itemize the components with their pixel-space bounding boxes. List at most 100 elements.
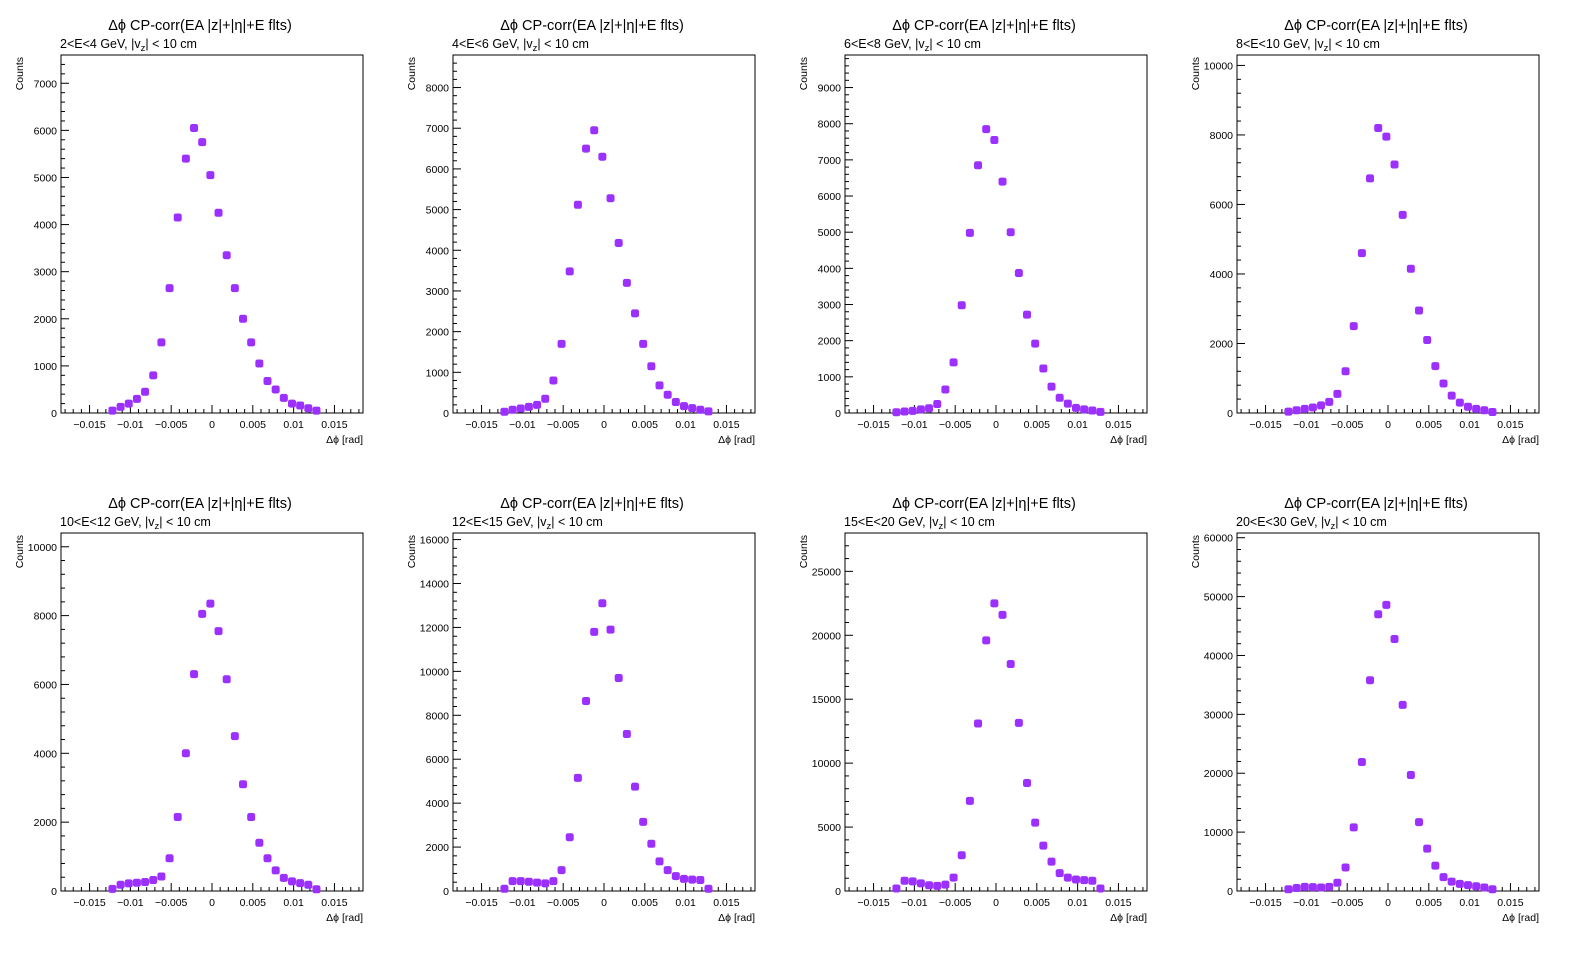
data-point bbox=[916, 879, 925, 888]
data-point bbox=[1398, 210, 1407, 219]
chart-subtitle: 4<E<6 GeV, |vz| < 10 cm bbox=[452, 37, 589, 54]
y-tick-label: 15000 bbox=[812, 694, 841, 706]
data-point bbox=[1031, 339, 1040, 348]
x-tick-label: 0.01 bbox=[675, 419, 696, 431]
data-point bbox=[647, 839, 656, 848]
data-point bbox=[1088, 876, 1097, 885]
data-point bbox=[1284, 407, 1293, 416]
data-point bbox=[1447, 391, 1456, 400]
data-point bbox=[998, 177, 1007, 186]
plot-frame bbox=[452, 532, 756, 892]
data-point bbox=[957, 851, 966, 860]
data-point bbox=[908, 406, 917, 415]
y-tick-label: 1000 bbox=[34, 361, 58, 373]
data-point bbox=[1357, 758, 1366, 767]
data-point bbox=[974, 161, 983, 170]
data-point bbox=[304, 404, 313, 413]
data-point bbox=[190, 670, 199, 679]
data-point bbox=[1341, 367, 1350, 376]
y-tick-label: 6000 bbox=[34, 125, 58, 137]
y-tick-label: 6000 bbox=[426, 164, 450, 176]
data-point bbox=[500, 884, 509, 893]
data-point bbox=[696, 876, 705, 885]
data-point bbox=[606, 625, 615, 634]
data-point bbox=[1439, 873, 1448, 882]
data-point bbox=[916, 405, 925, 414]
chart-title: Δϕ CP-corr(EA |z|+|η|+E flts) bbox=[1284, 18, 1468, 34]
x-tick-label: 0.005 bbox=[1416, 897, 1442, 909]
y-tick-label: 2000 bbox=[1210, 338, 1234, 350]
x-tick-label: 0 bbox=[1385, 419, 1391, 431]
chart-panel-4: Δϕ CP-corr(EA |z|+|η|+E flts) 8<E<10 GeV,… bbox=[1190, 18, 1540, 446]
x-tick-label: −0.01 bbox=[509, 897, 536, 909]
data-point bbox=[263, 376, 272, 385]
y-tick-label: 50000 bbox=[1204, 592, 1233, 604]
data-point bbox=[1023, 778, 1032, 787]
data-point bbox=[541, 394, 550, 403]
data-point bbox=[957, 301, 966, 310]
data-point bbox=[557, 339, 566, 348]
plot-frame bbox=[60, 532, 364, 892]
x-tick-label: −0.005 bbox=[1331, 419, 1364, 431]
data-point bbox=[1382, 132, 1391, 141]
y-tick-label: 5000 bbox=[426, 205, 450, 217]
x-tick-label: −0.005 bbox=[939, 419, 972, 431]
x-tick-label: 0.005 bbox=[1024, 897, 1050, 909]
data-point bbox=[124, 399, 133, 408]
data-point bbox=[949, 873, 958, 882]
data-point bbox=[1308, 883, 1317, 892]
x-tick-label: 0.015 bbox=[321, 897, 347, 909]
data-point bbox=[214, 627, 223, 636]
data-point bbox=[1039, 841, 1048, 850]
data-point bbox=[1423, 844, 1432, 853]
chart-title: Δϕ CP-corr(EA |z|+|η|+E flts) bbox=[108, 496, 292, 512]
data-point bbox=[655, 857, 664, 866]
data-point bbox=[990, 599, 999, 608]
data-point bbox=[1431, 362, 1440, 371]
data-point bbox=[1480, 883, 1489, 892]
y-tick-label: 4000 bbox=[818, 263, 842, 275]
data-series bbox=[1284, 123, 1497, 416]
data-point bbox=[1382, 600, 1391, 609]
data-point bbox=[1023, 310, 1032, 319]
data-point bbox=[1488, 885, 1497, 894]
data-point bbox=[271, 866, 280, 875]
data-point bbox=[165, 854, 174, 863]
data-point bbox=[1071, 875, 1080, 884]
x-tick-label: −0.01 bbox=[901, 419, 928, 431]
data-point bbox=[679, 402, 688, 411]
y-tick-label: 3000 bbox=[818, 300, 842, 312]
data-point bbox=[1055, 869, 1064, 878]
data-point bbox=[1390, 634, 1399, 643]
data-point bbox=[908, 877, 917, 886]
data-point bbox=[173, 812, 182, 821]
y-tick-label: 4000 bbox=[34, 220, 58, 232]
data-point bbox=[998, 610, 1007, 619]
data-point bbox=[614, 673, 623, 682]
data-series bbox=[108, 599, 321, 894]
plot-frame bbox=[1236, 532, 1540, 892]
y-tick-label: 0 bbox=[835, 408, 841, 420]
y-tick-label: 10000 bbox=[420, 666, 449, 678]
data-point bbox=[255, 838, 264, 847]
chart-subtitle: 12<E<15 GeV, |vz| < 10 cm bbox=[452, 515, 603, 532]
x-tick-label: −0.01 bbox=[117, 897, 144, 909]
data-point bbox=[606, 194, 615, 203]
y-tick-label: 0 bbox=[51, 886, 57, 898]
data-point bbox=[230, 732, 239, 741]
data-point bbox=[614, 238, 623, 247]
x-tick-label: −0.015 bbox=[857, 897, 890, 909]
x-tick-label: 0.015 bbox=[1105, 419, 1131, 431]
x-tick-label: 0.005 bbox=[1024, 419, 1050, 431]
y-tick-label: 10000 bbox=[28, 542, 57, 554]
y-tick-label: 6000 bbox=[34, 679, 58, 691]
data-point bbox=[1431, 861, 1440, 870]
data-point bbox=[892, 884, 901, 893]
data-point bbox=[974, 719, 983, 728]
chart-panel-1: Δϕ CP-corr(EA |z|+|η|+E flts) 2<E<4 GeV, … bbox=[14, 18, 364, 446]
data-point bbox=[557, 866, 566, 875]
data-point bbox=[279, 393, 288, 402]
x-tick-label: 0.005 bbox=[1416, 419, 1442, 431]
data-point bbox=[132, 394, 141, 403]
